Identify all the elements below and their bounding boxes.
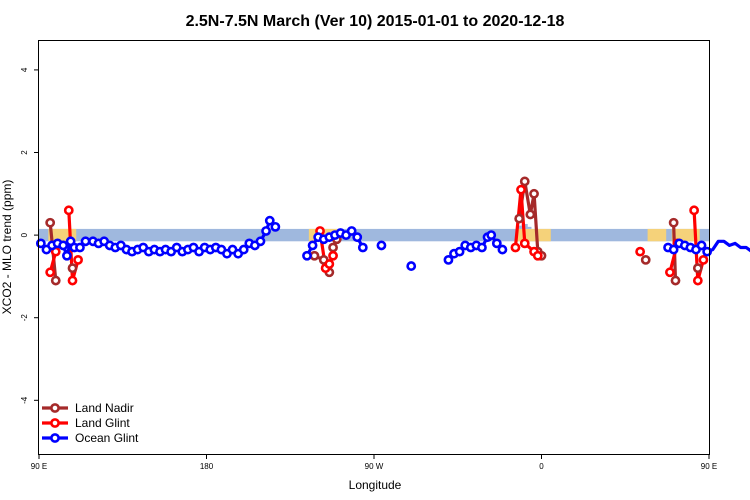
x-tick-label: 0 xyxy=(539,462,544,471)
land-nadir-point xyxy=(50,275,61,286)
x-tick-label: 180 xyxy=(200,462,214,471)
ocean-band xyxy=(518,225,525,229)
legend-item-ocean-glint: Ocean Glint xyxy=(42,431,139,445)
y-tick-label: 0 xyxy=(20,232,29,237)
land-nadir-point xyxy=(529,188,539,199)
land-nadir-point xyxy=(525,209,536,220)
land-glint-point xyxy=(698,254,709,265)
land-nadir-point xyxy=(640,254,651,265)
land-nadir-point xyxy=(67,263,78,274)
land-glint-point xyxy=(45,267,56,278)
land-nadir-point xyxy=(328,242,338,253)
ocean-glint-point xyxy=(497,244,508,255)
legend-item-land-glint: Land Glint xyxy=(42,416,130,430)
x-tick-label: 90 W xyxy=(365,462,384,471)
legend-swatch-point xyxy=(50,418,60,428)
ocean-glint-point xyxy=(264,215,275,226)
land-glint-point xyxy=(324,259,335,269)
ocean-glint-point xyxy=(261,226,271,236)
x-axis-ticks: 90 E 180 90 W 0 90 E xyxy=(31,454,717,471)
chart-title: 2.5N-7.5N March (Ver 10) 2015-01-01 to 2… xyxy=(186,13,565,30)
ocean-glint-point xyxy=(443,254,454,265)
x-tick-label: 90 E xyxy=(701,462,717,471)
y-axis-ticks: -4 -2 0 2 4 xyxy=(20,67,39,404)
ocean-band xyxy=(525,226,532,229)
y-tick-label: -4 xyxy=(20,396,29,404)
ocean-glint-point xyxy=(486,230,497,241)
ocean-glint-point xyxy=(406,261,417,271)
land-nadir-point xyxy=(514,213,525,224)
y-axis-label: XCO2 - MLO trend (ppm) xyxy=(0,180,14,315)
land-glint-point xyxy=(67,275,78,286)
land-glint-point xyxy=(635,246,646,257)
land-glint-point xyxy=(328,250,338,261)
ocean-glint-point xyxy=(357,242,368,253)
ocean-glint-point xyxy=(270,221,281,232)
land-nadir-point xyxy=(45,217,56,228)
land-nadir-point xyxy=(692,263,703,274)
land-glint-point xyxy=(510,242,521,253)
ocean-glint-point xyxy=(255,236,266,247)
legend-label: Land Glint xyxy=(75,416,130,430)
ocean-glint-point xyxy=(75,242,85,253)
ocean-glint-point xyxy=(454,246,465,257)
land-band xyxy=(671,228,700,242)
legend-label: Land Nadir xyxy=(75,401,134,415)
ocean-glint-point xyxy=(58,240,69,251)
ocean-glint-point xyxy=(702,246,713,257)
legend-item-land-nadir: Land Nadir xyxy=(42,401,134,415)
ocean-glint-point xyxy=(238,244,249,255)
land-glint-point xyxy=(516,184,526,195)
ocean-band xyxy=(39,228,709,242)
y-tick-label: 4 xyxy=(20,67,29,72)
ocean-glint-point xyxy=(80,236,91,247)
land-band xyxy=(647,228,667,242)
ocean-glint-point xyxy=(346,226,357,236)
ocean-glint-point xyxy=(307,240,318,251)
land-nadir-point xyxy=(670,275,681,286)
land-glint-point xyxy=(692,275,703,286)
land-glint-point xyxy=(689,205,700,216)
y-tick-label: 2 xyxy=(20,150,29,155)
series-points xyxy=(35,176,713,286)
land-nadir-point xyxy=(519,176,530,187)
ocean-glint-point xyxy=(491,238,502,249)
land-glint-point xyxy=(63,205,74,216)
legend-swatch-point xyxy=(50,433,60,443)
land-band xyxy=(515,228,551,242)
legend-swatch-point xyxy=(50,403,60,413)
ocean-glint-point xyxy=(668,244,679,255)
land-glint-point xyxy=(665,267,675,278)
land-glint-point xyxy=(519,238,530,249)
land-glint-point xyxy=(532,250,543,261)
ocean-glint-point xyxy=(477,242,487,253)
ocean-glint-point xyxy=(376,240,387,251)
x-tick-label: 90 E xyxy=(31,462,47,471)
y-tick-label: -2 xyxy=(20,314,29,322)
x-axis-label: Longitude xyxy=(349,478,402,492)
ocean-glint-point xyxy=(352,232,363,243)
ocean-glint-point xyxy=(302,250,312,261)
legend-label: Ocean Glint xyxy=(75,431,139,445)
ocean-glint-point xyxy=(696,240,707,251)
ocean-glint-point xyxy=(35,238,46,249)
ocean-glint-point xyxy=(62,250,72,261)
land-nadir-point xyxy=(668,217,679,228)
land-glint-point xyxy=(73,254,83,265)
land-nadir-point xyxy=(309,250,320,261)
